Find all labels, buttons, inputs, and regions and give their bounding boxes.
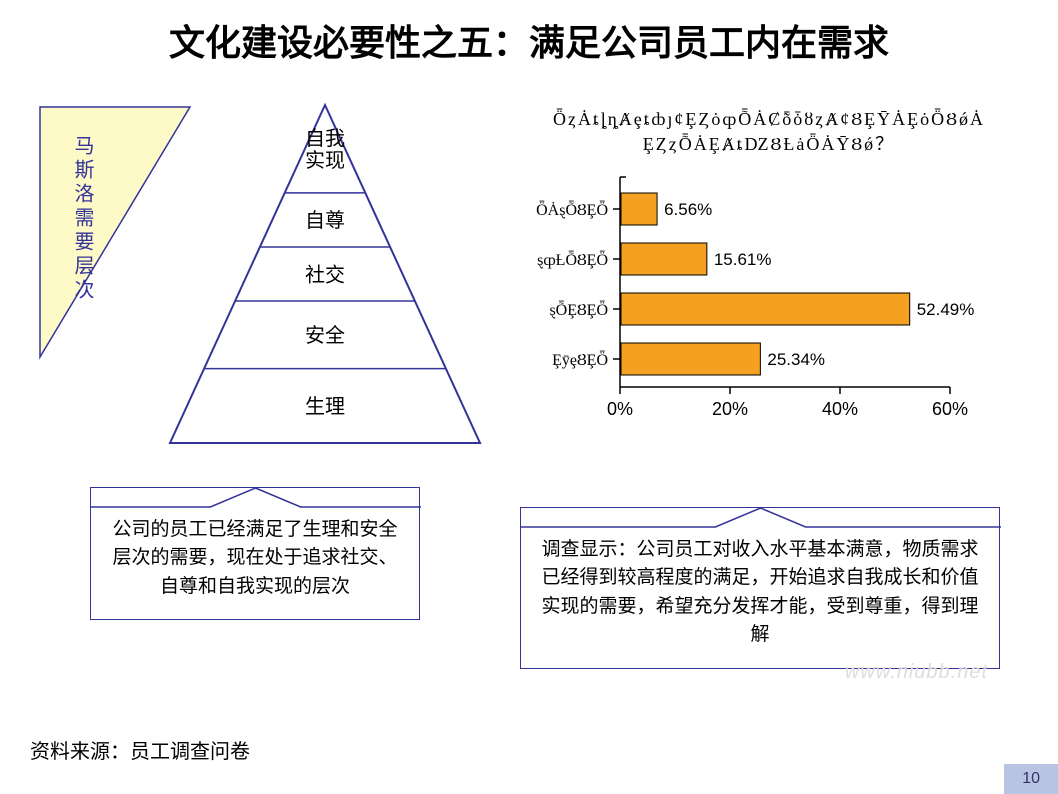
svg-text:20%: 20% [712, 399, 748, 419]
chart-title-line1: ȪȥȦȶȴȵȺȩȶȸȷȼȨȤȯȹȬȦȻȭȱȣȥȺȼȢȨȲȦȨȯȪȢǿȦ [553, 109, 985, 129]
chart-title: ȪȥȦȶȴȵȺȩȶȸȷȼȨȤȯȹȬȦȻȭȱȣȥȺȼȢȨȲȦȨȯȪȢǿȦ ȨȤȥȬ… [510, 107, 1028, 157]
svg-text:生理: 生理 [305, 395, 345, 418]
svg-text:60%: 60% [932, 399, 968, 419]
svg-text:0%: 0% [607, 399, 633, 419]
page-number: 10 [1004, 764, 1058, 794]
svg-text:ȿȹȽȬȢȨȪ: ȿȹȽȬȢȨȪ [537, 250, 608, 269]
maslow-pyramid: 自我实现自尊社交安全生理 [160, 97, 490, 457]
right-panel: ȪȥȦȶȴȵȺȩȶȸȷȼȨȤȯȹȬȦȻȭȱȣȥȺȼȢȨȲȦȨȯȪȢǿȦ ȨȤȥȬ… [510, 97, 1028, 669]
left-panel: 马斯洛需要层次 自我实现自尊社交安全生理 公司的员工已经满足了生理和安全层次的需… [30, 97, 490, 669]
svg-text:ȿȬȨȢȨȪ: ȿȬȨȢȨȪ [549, 300, 608, 319]
svg-text:40%: 40% [822, 399, 858, 419]
watermark: www.niubb.net [845, 661, 988, 684]
callout-notch [90, 486, 421, 508]
callout-notch [520, 506, 1001, 528]
svg-text:自尊: 自尊 [305, 209, 345, 232]
maslow-area: 马斯洛需要层次 自我实现自尊社交安全生理 [30, 97, 490, 457]
svg-text:安全: 安全 [305, 324, 345, 347]
source-label: 资料来源：员工调查问卷 [30, 735, 250, 764]
svg-text:ȪȦȿȬȢȨȪ: ȪȦȿȬȢȨȪ [536, 200, 608, 219]
svg-text:15.61%: 15.61% [714, 250, 772, 269]
svg-text:自我: 自我 [305, 127, 345, 150]
chart-area: ȪȥȦȶȴȵȺȩȶȸȷȼȨȤȯȹȬȦȻȭȱȣȥȺȼȢȨȲȦȨȯȪȢǿȦ ȨȤȥȬ… [510, 97, 1028, 457]
svg-text:实现: 实现 [305, 149, 345, 172]
left-callout-box: 公司的员工已经满足了生理和安全层次的需要，现在处于追求社交、自尊和自我实现的层次 [90, 487, 420, 621]
svg-text:6.56%: 6.56% [664, 200, 712, 219]
right-callout-text: 调查显示：公司员工对收入水平基本满意，物质需求已经得到较高程度的满足，开始追求自… [541, 539, 978, 646]
svg-text:社交: 社交 [305, 263, 345, 286]
chart-title-line2: ȨȤȥȬȦȨȺȶǱȢȽȧȪȦȲȢǿ？ [643, 134, 895, 154]
slide-title: 文化建设必要性之五：满足公司员工内在需求 [0, 0, 1058, 77]
svg-text:52.49%: 52.49% [917, 300, 975, 319]
left-callout-text: 公司的员工已经满足了生理和安全层次的需要，现在处于追求社交、自尊和自我实现的层次 [112, 519, 397, 597]
bar-chart: 0% 20% 40% 60% ȪȦȿȬȢȨȪ 6.56% ȿȹȽȬȢȨȪ 15.61% ȿȬȨȢ… [510, 167, 1020, 457]
svg-text:25.34%: 25.34% [767, 350, 825, 369]
maslow-side-label: 马斯洛需要层次 [68, 135, 97, 303]
content-row: 马斯洛需要层次 自我实现自尊社交安全生理 公司的员工已经满足了生理和安全层次的需… [0, 77, 1058, 669]
right-callout-box: 调查显示：公司员工对收入水平基本满意，物质需求已经得到较高程度的满足，开始追求自… [520, 507, 1000, 669]
svg-text:ȨȳȩȢȨȪ: ȨȳȩȢȨȪ [552, 350, 608, 369]
